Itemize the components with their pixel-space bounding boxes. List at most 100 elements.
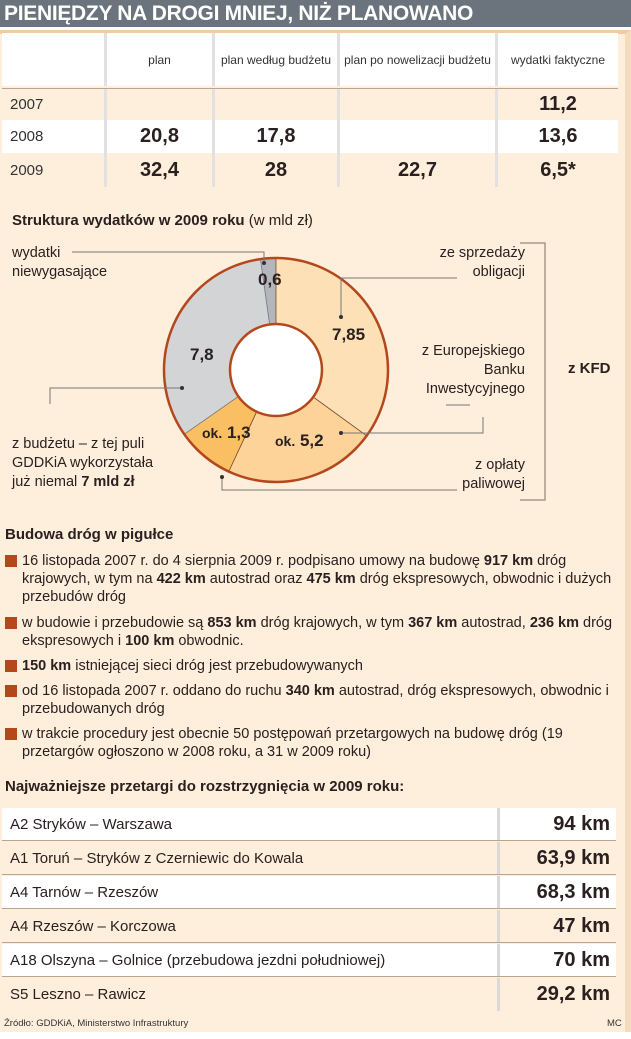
label-line: Banku bbox=[483, 362, 525, 378]
value-prefix: ok. bbox=[275, 433, 296, 449]
tender-km: 94 km bbox=[553, 812, 610, 835]
label-ebi: z Europejskiego Banku Inwestycyjnego bbox=[395, 342, 525, 399]
bullet-item: 16 listopada 2007 r. do 4 sierpnia 2009 … bbox=[5, 552, 615, 606]
page-title: PIENIĘDZY NA DROGI MNIEJ, NIŻ PLANOWANO bbox=[0, 0, 631, 27]
tender-km: 63,9 km bbox=[536, 846, 610, 869]
value-niewygasajace: 0,6 bbox=[258, 270, 282, 289]
label-line: niewygasające bbox=[12, 264, 108, 280]
tender-route: A2 Stryków – Warszawa bbox=[2, 808, 500, 840]
label-oplata: z opłaty paliwowej bbox=[395, 456, 525, 494]
table-row: 2007 11,2 bbox=[2, 88, 618, 120]
source-note: Źródło: GDDKiA, Ministerstwo Infrastrukt… bbox=[4, 1018, 189, 1029]
tender-km: 68,3 km bbox=[536, 880, 610, 903]
bullet-square-icon bbox=[5, 660, 17, 672]
label-line: ze sprzedaży bbox=[439, 245, 525, 261]
year-cell: 2008 bbox=[2, 120, 107, 153]
value-cell: 20,8 bbox=[107, 120, 215, 153]
bullet-text: od 16 listopada 2007 r. oddano do ruchu bbox=[22, 683, 286, 699]
label-text: już niemal bbox=[12, 474, 82, 490]
bullet-item: 150 km istniejącej sieci dróg jest przeb… bbox=[5, 657, 615, 675]
bullet-text: 16 listopada 2007 r. do 4 sierpnia 2009 … bbox=[22, 553, 484, 569]
bullet-item: w budowie i przebudowie są 853 km dróg k… bbox=[5, 614, 615, 650]
chart-title-unit: (w mld zł) bbox=[248, 212, 313, 229]
table-header-row: plan plan według budżetu plan po noweliz… bbox=[2, 33, 618, 86]
table-row: 2008 20,8 17,8 13,6 bbox=[2, 120, 618, 153]
label-line: GDDKiA wykorzystała bbox=[12, 455, 154, 471]
bullet-bold: 853 km bbox=[207, 615, 257, 631]
value-number: 5,2 bbox=[299, 431, 324, 450]
bullet-text: istniejącej sieci dróg jest przebudowywa… bbox=[71, 658, 363, 674]
label-line: paliwowej bbox=[462, 476, 525, 492]
value-cell: 32,4 bbox=[107, 153, 215, 187]
value-oplata: ok. 5,2 bbox=[275, 431, 324, 451]
bullet-square-icon bbox=[5, 728, 17, 740]
tender-row: A4 Tarnów – Rzeszów 68,3 km bbox=[2, 876, 616, 909]
bullet-square-icon bbox=[5, 685, 17, 697]
value-ebi: ok. 1,3 bbox=[202, 423, 251, 443]
header-cell bbox=[2, 33, 107, 86]
title-text: PIENIĘDZY NA DROGI MNIEJ, NIŻ PLANOWANO bbox=[4, 2, 474, 25]
value-number: 1,3 bbox=[226, 423, 251, 442]
header-cell: plan według budżetu bbox=[215, 33, 340, 86]
bullet-text: dróg ekspresowych, obwodnic i dużych prz… bbox=[22, 571, 612, 605]
tender-row: A1 Toruń – Stryków z Czerniewic do Kowal… bbox=[2, 842, 616, 875]
value-budzet: 7,8 bbox=[190, 345, 214, 364]
bullet-square-icon bbox=[5, 555, 17, 567]
bullet-text: w budowie i przebudowie są bbox=[22, 615, 208, 631]
value-obligacje: 7,85 bbox=[332, 325, 366, 344]
header-cell: plan bbox=[107, 33, 215, 86]
value-cell: 11,2 bbox=[539, 93, 577, 115]
bullet-bold: 917 km bbox=[483, 553, 534, 569]
bullet-square-icon bbox=[5, 617, 17, 629]
bullet-bold: 367 km bbox=[408, 615, 458, 631]
tender-route: A1 Toruń – Stryków z Czerniewic do Kowal… bbox=[2, 842, 500, 874]
bullet-bold: 422 km bbox=[156, 571, 206, 587]
tender-route: A4 Rzeszów – Korczowa bbox=[2, 910, 500, 942]
value-cell: 22,7 bbox=[340, 153, 498, 187]
bullet-text: dróg krajowych, w tym bbox=[256, 615, 409, 631]
chart-title-bold: Struktura wydatków w 2009 roku bbox=[12, 212, 245, 229]
value-cell bbox=[340, 89, 498, 120]
tender-row: A2 Stryków – Warszawa 94 km bbox=[2, 808, 616, 841]
tender-km: 47 km bbox=[553, 914, 610, 937]
tender-route: S5 Leszno – Rawicz bbox=[2, 978, 500, 1011]
tenders-title: Najważniejsze przetargi do rozstrzygnięc… bbox=[5, 778, 405, 795]
bullet-bold: 475 km bbox=[306, 571, 356, 587]
bullet-text: dróg krajowych, w tym na bbox=[22, 553, 567, 587]
bullet-text: dróg ekspresowych i bbox=[22, 615, 613, 649]
label-budzet: z budżetu – z tej puli GDDKiA wykorzysta… bbox=[12, 435, 153, 492]
label-line: obligacji bbox=[472, 264, 525, 280]
value-cell bbox=[340, 120, 498, 153]
table-row: 2009 32,4 28 22,7 6,5* bbox=[2, 153, 618, 187]
tender-row: S5 Leszno – Rawicz 29,2 km bbox=[2, 978, 616, 1011]
bullet-text: w trakcie procedury jest obecnie 50 post… bbox=[22, 726, 563, 760]
tender-row: A4 Rzeszów – Korczowa 47 km bbox=[2, 910, 616, 943]
author-initials: MC bbox=[607, 1018, 622, 1029]
tender-km: 29,2 km bbox=[536, 983, 610, 1005]
bullet-text: obwodnic. bbox=[174, 633, 244, 649]
tender-km: 70 km bbox=[553, 948, 610, 971]
tender-route: A18 Olszyna – Golnice (przebudowa jezdni… bbox=[2, 944, 500, 976]
value-cell: 6,5* bbox=[540, 158, 576, 181]
label-line: już niemal 7 mld zł bbox=[12, 473, 153, 492]
label-bold: 7 mld zł bbox=[81, 474, 135, 490]
bullets-title: Budowa dróg w pigułce bbox=[5, 526, 174, 543]
label-line: z Europejskiego bbox=[421, 343, 525, 359]
bullet-item: od 16 listopada 2007 r. oddano do ruchu … bbox=[5, 682, 615, 718]
label-line: z budżetu – z tej puli bbox=[12, 436, 145, 452]
header-cell: wydatki faktyczne bbox=[510, 52, 606, 67]
label-obligacje: ze sprzedaży obligacji bbox=[395, 244, 525, 282]
label-niewygasajace: wydatki niewygasające bbox=[12, 244, 107, 282]
value-cell bbox=[215, 89, 340, 120]
label-kfd: z KFD bbox=[568, 360, 611, 377]
bullet-text: autostrad, dróg ekspresowych, obwodnic i… bbox=[22, 683, 609, 717]
tender-route: A4 Tarnów – Rzeszów bbox=[2, 876, 500, 908]
value-cell: 17,8 bbox=[215, 120, 340, 153]
value-prefix: ok. bbox=[202, 425, 223, 441]
bullet-bold: 150 km bbox=[22, 658, 72, 674]
bullet-text: autostrad oraz bbox=[205, 571, 307, 587]
label-line: z opłaty bbox=[475, 457, 525, 473]
chart-title: Struktura wydatków w 2009 roku (w mld zł… bbox=[12, 212, 313, 229]
bullet-bold: 340 km bbox=[285, 683, 335, 699]
